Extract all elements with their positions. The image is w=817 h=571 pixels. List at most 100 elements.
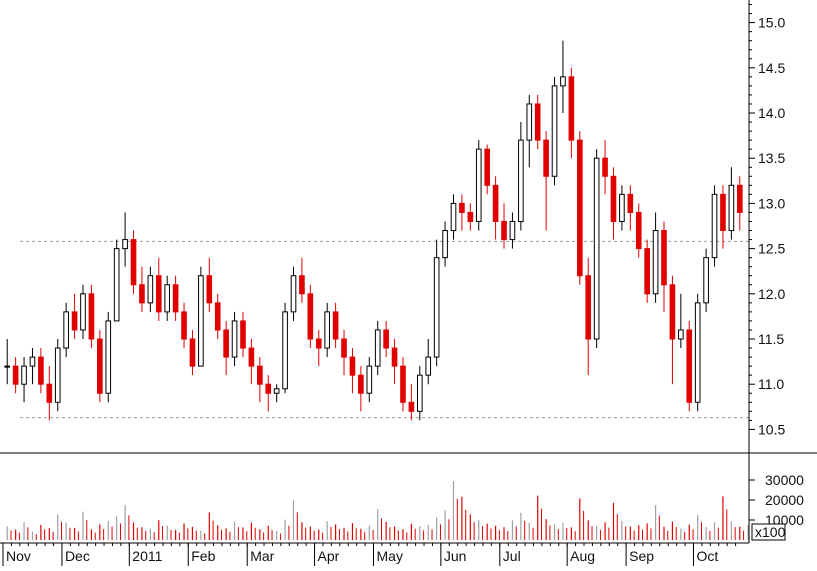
candle-body [231,320,238,358]
candle [282,302,288,394]
candle [21,357,27,403]
candle-body [299,275,305,295]
candle-body [593,157,600,340]
candle-body [442,230,448,259]
candle [669,275,676,385]
candle-body [130,239,137,286]
x-tick-label: Mar [250,548,274,564]
candle [29,348,36,385]
x-tick-label: Nov [6,548,31,564]
candle-body [585,275,592,340]
candle [416,366,423,421]
candle [105,311,112,403]
candle-body [408,401,415,412]
candle [433,239,440,367]
candle-body [736,184,743,213]
x-tick-label: 2011 [132,548,162,564]
candle [12,357,19,394]
candle-body [686,329,693,403]
price-tick-label: 13.5 [758,150,785,166]
candle [147,266,154,312]
candle-body [290,275,297,313]
candle [543,131,549,231]
candle-body [88,293,95,340]
candle [593,149,600,349]
candle-body [492,184,499,222]
candle-body [450,202,457,232]
candle-body [720,193,726,232]
candle [198,266,204,367]
candle-body [71,311,78,331]
candle [46,366,53,421]
candle-body [518,139,524,222]
candle-body [627,193,634,213]
candle [332,302,339,349]
candle [97,329,103,403]
candle-body [610,175,617,222]
candle-body [509,220,516,241]
candle-body [139,284,145,304]
candle [155,257,162,321]
candle [635,203,642,258]
candle [619,185,625,231]
candle-body [560,76,566,87]
candle-body [484,148,490,186]
candle-body [400,365,406,403]
candle-body [147,275,154,304]
candle [568,67,575,159]
candle [172,275,179,321]
candle-body [543,139,549,177]
candle [484,144,490,195]
candle-body [568,76,575,141]
candle [257,357,263,403]
candle-body [4,365,11,368]
price-tick-label: 14.0 [758,105,785,121]
candle [475,140,482,231]
candle [644,239,650,303]
price-tick-label: 11.0 [758,376,784,392]
candle-body [155,275,162,313]
candle-body [383,329,389,349]
candle [273,384,280,403]
candle [720,185,726,249]
candle [139,266,145,312]
volume-tick-label: 20000 [765,492,804,508]
candle-body [46,383,53,403]
candle-body [644,248,650,295]
candle-body [391,347,398,367]
candle-body [433,257,440,358]
candle [358,366,364,412]
candle [315,329,322,367]
candle-body [38,356,44,385]
candle [38,348,44,394]
x-tick-label: May [377,548,403,564]
candle-body [374,329,381,367]
candle-body [602,157,608,177]
candle-body [635,211,642,250]
candle-body [728,184,735,232]
candle [661,221,667,312]
candle [694,293,701,412]
candle-body [711,193,718,259]
candle [88,284,95,349]
candle-body [172,284,179,313]
candle-body [576,139,583,277]
candle [442,221,448,267]
candle [585,257,592,376]
candle-body [265,383,272,394]
candle [80,284,86,339]
candle [206,257,213,312]
x-tick-label: Oct [696,548,718,564]
candle [231,311,238,367]
candle [189,329,196,376]
candle [711,185,718,267]
candle [686,320,693,412]
candle [341,329,347,376]
candle-body [366,365,373,394]
candle [652,212,659,303]
candle [164,275,171,321]
candle [299,257,305,303]
volume-multiplier-box [751,523,786,541]
candle [307,284,314,349]
